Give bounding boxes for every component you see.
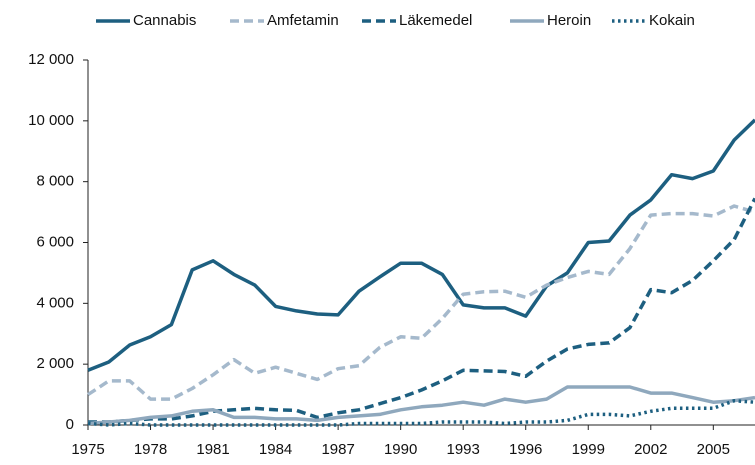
series-line bbox=[87, 385, 755, 426]
x-tick-label: 1999 bbox=[572, 441, 605, 458]
series-line bbox=[87, 118, 755, 372]
x-tick-label: 1987 bbox=[321, 441, 354, 458]
legend-label: Kokain bbox=[649, 12, 695, 29]
x-tick-label: 2002 bbox=[634, 441, 667, 458]
x-tick-label: 1978 bbox=[134, 441, 167, 458]
series-line bbox=[87, 204, 755, 401]
legend-label: Läkemedel bbox=[399, 12, 472, 29]
y-tick-label: 8 000 bbox=[36, 173, 74, 190]
y-tick-label: 0 bbox=[66, 416, 74, 433]
y-tick-label: 4 000 bbox=[36, 294, 74, 311]
legend-label: Amfetamin bbox=[267, 12, 339, 29]
x-tick-label: 1993 bbox=[447, 441, 480, 458]
series-line bbox=[88, 197, 755, 424]
x-tick-label: 1996 bbox=[509, 441, 542, 458]
x-tick-label: 2005 bbox=[697, 441, 730, 458]
y-tick-label: 2 000 bbox=[36, 355, 74, 372]
x-tick-label: 1981 bbox=[196, 441, 229, 458]
y-tick-label: 12 000 bbox=[28, 51, 74, 68]
legend-label: Cannabis bbox=[133, 12, 196, 29]
x-tick-label: 1975 bbox=[71, 441, 104, 458]
legend-label: Heroin bbox=[547, 12, 591, 29]
y-tick-label: 6 000 bbox=[36, 233, 74, 250]
x-tick-label: 1984 bbox=[259, 441, 292, 458]
y-tick-label: 10 000 bbox=[28, 112, 74, 129]
x-tick-label: 1990 bbox=[384, 441, 417, 458]
